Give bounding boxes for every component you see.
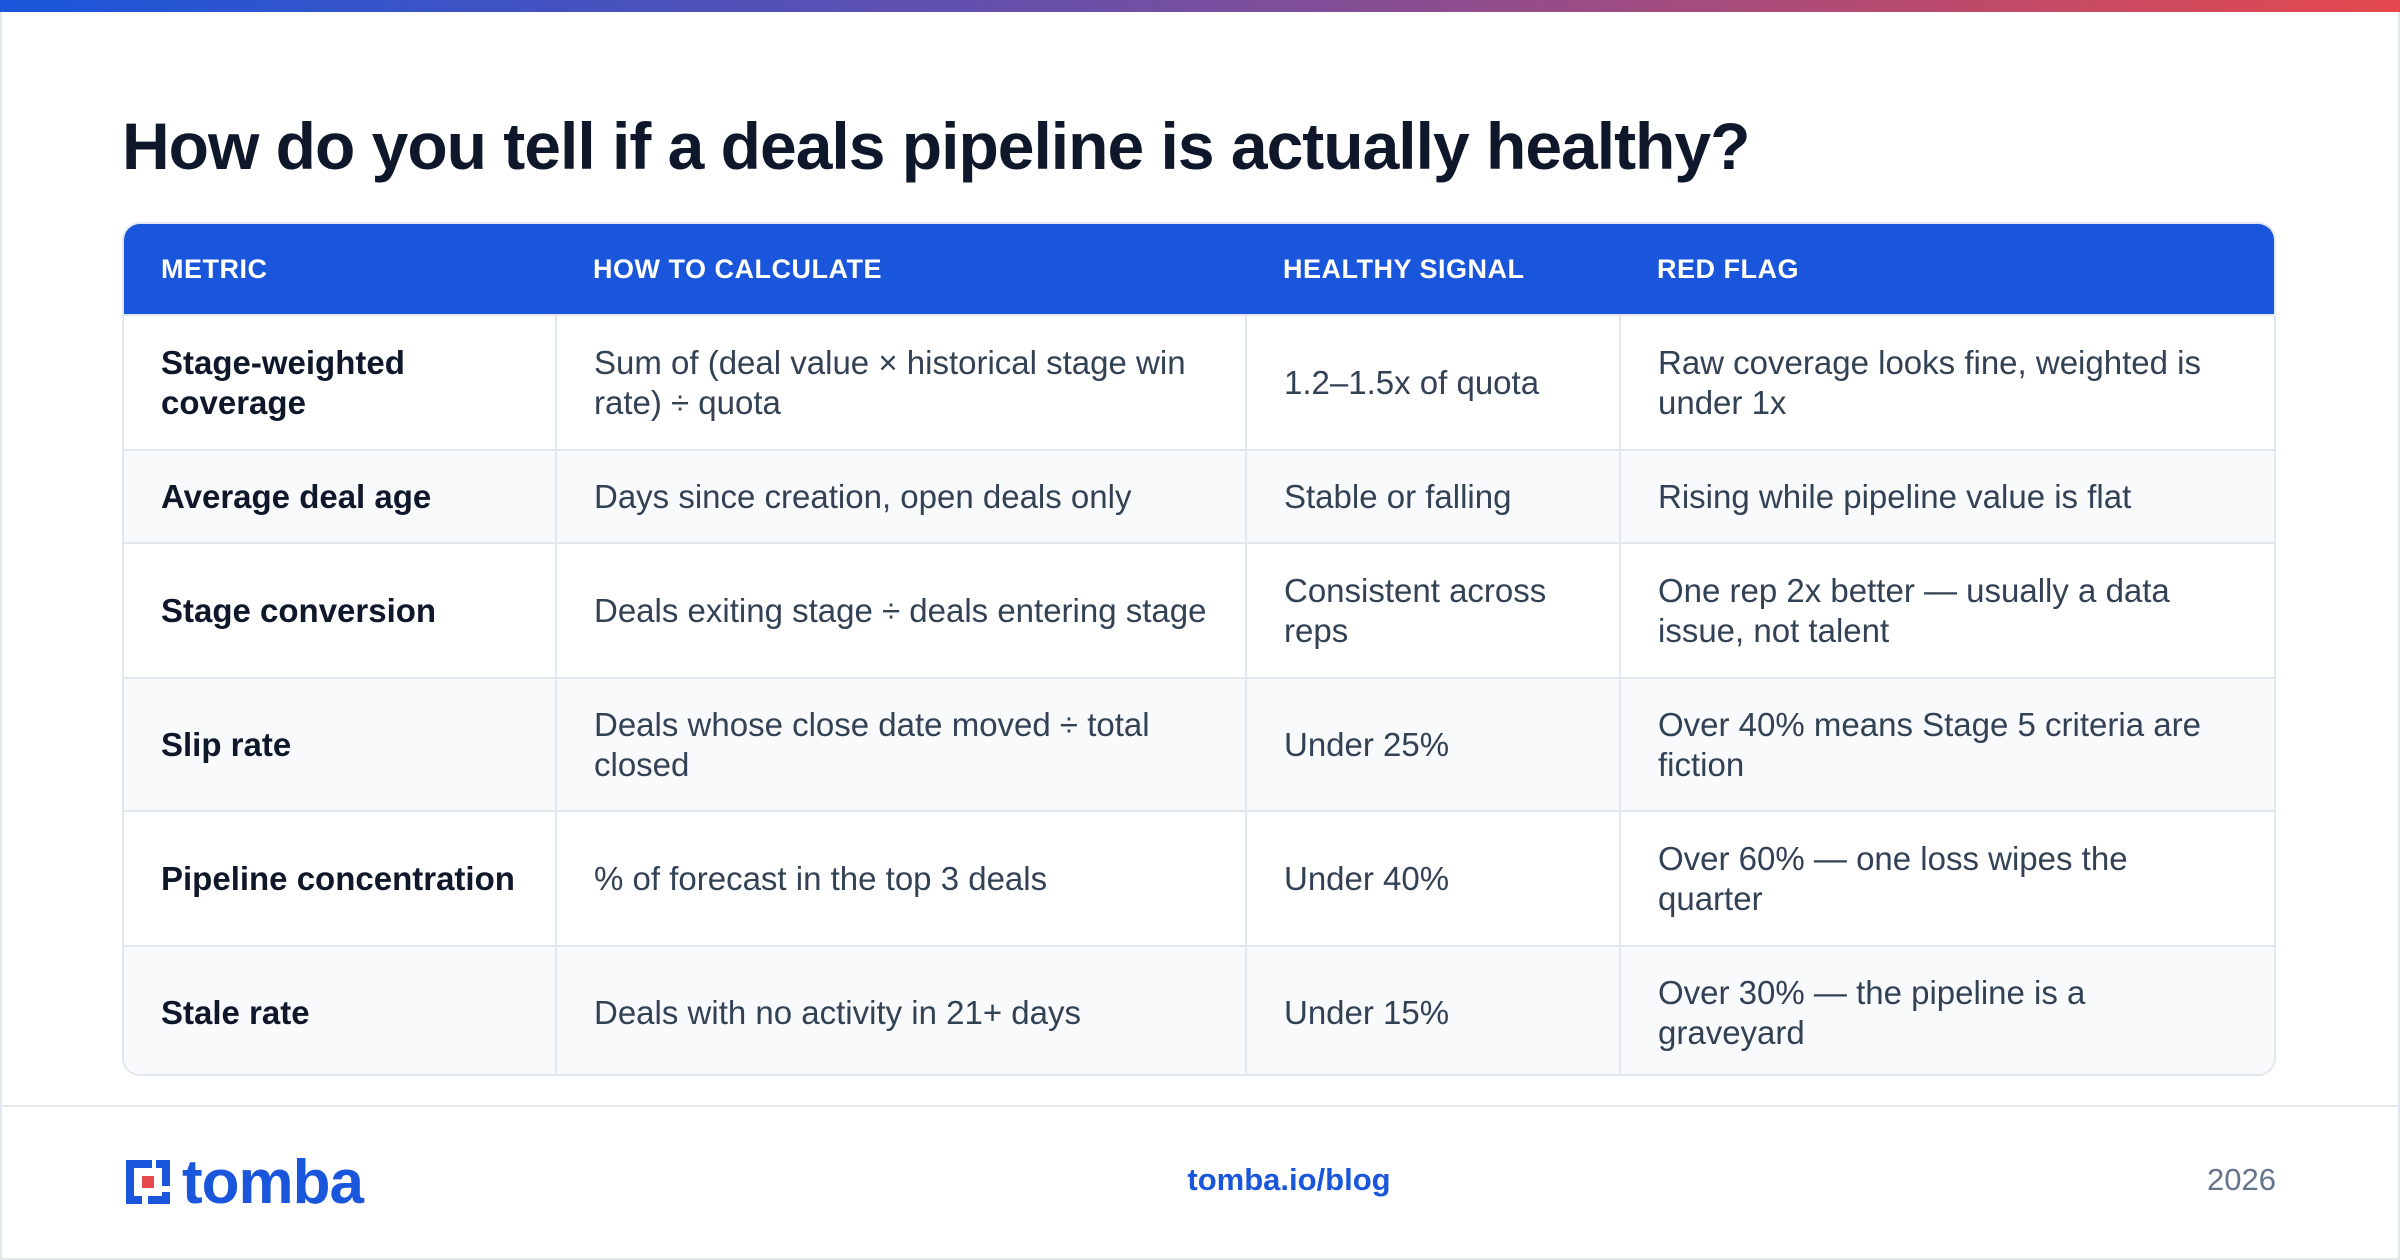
table-cell: Rising while pipeline value is flat bbox=[1620, 449, 2274, 543]
table-container: METRIC HOW TO CALCULATE HEALTHY SIGNAL RED … bbox=[122, 222, 2276, 1076]
table-body: Stage-weighted coverage Sum of (deal valu… bbox=[124, 314, 2274, 1074]
table-cell: Over 30% — the pipeline is a graveyard bbox=[1620, 945, 2274, 1074]
table-cell: Over 40% means Stage 5 criteria are fict… bbox=[1620, 677, 2274, 811]
column-header: RED FLAG bbox=[1620, 224, 2274, 315]
table-row: Average deal age Days since creation, ope… bbox=[124, 449, 2274, 543]
table-cell: Deals whose close date moved ÷ total clo… bbox=[556, 677, 1247, 811]
logo: tomba bbox=[122, 1148, 364, 1217]
logo-text: tomba bbox=[182, 1147, 364, 1217]
table-cell: Under 25% bbox=[1246, 677, 1621, 811]
table-row: Slip rate Deals whose close date moved ÷ … bbox=[124, 677, 2274, 811]
metric-cell: Stage-weighted coverage bbox=[124, 314, 557, 450]
table-cell: Stable or falling bbox=[1246, 449, 1621, 543]
accent-bar bbox=[0, 0, 2400, 12]
column-header: HEALTHY SIGNAL bbox=[1246, 224, 1620, 315]
table-cell: 1.2–1.5x of quota bbox=[1246, 314, 1621, 450]
header-row: METRIC HOW TO CALCULATE HEALTHY SIGNAL RED … bbox=[124, 224, 2274, 315]
table-cell: Days since creation, open deals only bbox=[556, 449, 1247, 543]
metric-cell: Slip rate bbox=[124, 677, 557, 811]
column-header: METRIC bbox=[124, 224, 556, 315]
table-cell: Consistent across reps bbox=[1246, 542, 1621, 678]
blog-link[interactable]: tomba.io/blog bbox=[1187, 1162, 1391, 1197]
metric-cell: Stage conversion bbox=[124, 542, 557, 678]
table-cell: Under 15% bbox=[1246, 945, 1621, 1074]
table-row: Stage-weighted coverage Sum of (deal valu… bbox=[124, 314, 2274, 450]
table-cell: Deals exiting stage ÷ deals entering sta… bbox=[556, 542, 1247, 678]
year: 2026 bbox=[2207, 1162, 2276, 1197]
table-cell: One rep 2x better — usually a data issue… bbox=[1620, 542, 2274, 678]
table-cell: Sum of (deal value × historical stage wi… bbox=[556, 314, 1247, 450]
metric-cell: Stale rate bbox=[124, 945, 557, 1074]
footer-divider bbox=[0, 1105, 2400, 1107]
table-cell: Raw coverage looks fine, weighted is und… bbox=[1620, 314, 2274, 450]
logo-icon bbox=[126, 1160, 170, 1204]
table-row: Stale rate Deals with no activity in 21+ … bbox=[124, 945, 2274, 1074]
metric-cell: Pipeline concentration bbox=[124, 810, 557, 946]
metric-cell: Average deal age bbox=[124, 449, 557, 543]
table-row: Pipeline concentration% of forecast in t… bbox=[124, 810, 2274, 946]
column-header: HOW TO CALCULATE bbox=[556, 224, 1246, 315]
table-cell: Under 40% bbox=[1246, 810, 1621, 946]
metrics-table: METRIC HOW TO CALCULATE HEALTHY SIGNAL RED … bbox=[124, 224, 2274, 1074]
title: How do you tell if a deals pipeline is a… bbox=[122, 109, 1750, 183]
table-head: METRIC HOW TO CALCULATE HEALTHY SIGNAL RED … bbox=[124, 224, 2274, 315]
table-cell: Deals with no activity in 21+ days bbox=[556, 945, 1247, 1074]
table-row: Stage conversion Deals exiting stage ÷ de… bbox=[124, 542, 2274, 678]
table-cell: % of forecast in the top 3 deals bbox=[556, 810, 1247, 946]
table-cell: Over 60% — one loss wipes the quarter bbox=[1620, 810, 2274, 946]
